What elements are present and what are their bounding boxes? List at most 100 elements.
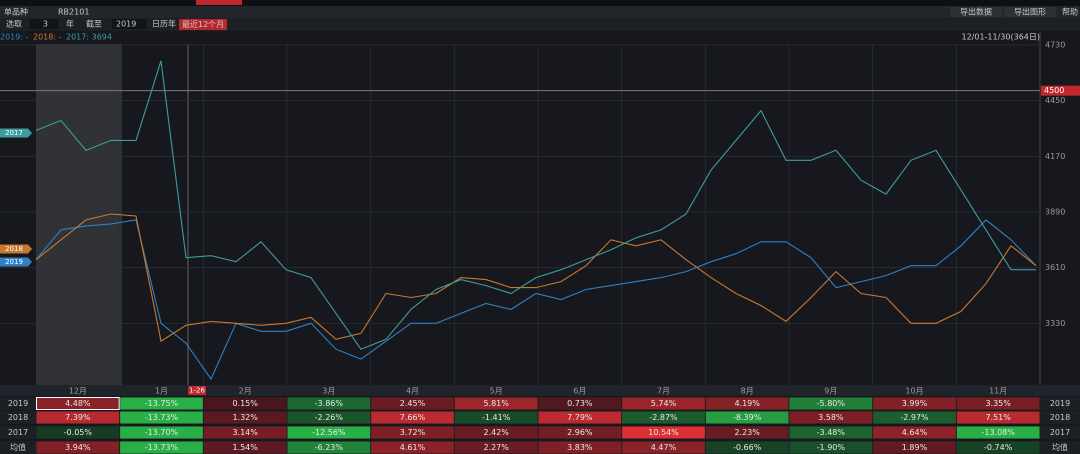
x-tick-label: 4月 — [406, 387, 419, 396]
cell-value: -5.80% — [817, 399, 846, 408]
cell-value: -13.75% — [145, 399, 179, 408]
table-cell — [789, 411, 873, 424]
button-bg[interactable] — [1004, 7, 1056, 17]
table-cell — [538, 397, 622, 410]
table-cell — [454, 441, 538, 454]
x-tick-label: 11月 — [989, 387, 1007, 396]
table-cell — [203, 441, 287, 454]
years-input[interactable] — [30, 19, 58, 29]
table-cell — [956, 411, 1040, 424]
until-input[interactable] — [112, 19, 146, 29]
button-bg[interactable] — [950, 7, 1002, 17]
table-cell — [120, 397, 203, 410]
cell-value: 5.81% — [483, 399, 509, 408]
crosshair-value: 4500 — [1044, 86, 1064, 95]
cell-value: 7.79% — [567, 413, 593, 422]
cell-value: 3.94% — [65, 443, 91, 452]
table-cell — [705, 411, 789, 424]
toolbar-row — [0, 6, 1080, 18]
table-cell — [873, 397, 956, 410]
table-cell — [538, 426, 622, 439]
cell-value: 7.39% — [65, 413, 91, 422]
tab-strip — [0, 0, 1080, 6]
y-tick-label: 4730 — [1045, 40, 1065, 49]
table-cell — [622, 426, 705, 439]
cell-value: -1.90% — [817, 443, 846, 452]
options-row — [0, 18, 1080, 31]
table-cell — [538, 441, 622, 454]
table-cell — [705, 441, 789, 454]
table-cell — [454, 411, 538, 424]
export-image-button[interactable]: 导出图形 — [1014, 7, 1046, 17]
cell-value: 2.45% — [400, 399, 426, 408]
table-cell — [789, 426, 873, 439]
cell-value: -0.66% — [733, 443, 762, 452]
cell-value: 3.99% — [902, 399, 928, 408]
crosshair-date-bg — [188, 386, 206, 395]
last-12-months-option[interactable]: 最近12个月 — [182, 19, 224, 29]
table-cell — [203, 411, 287, 424]
active-tab[interactable] — [196, 0, 242, 5]
table-cell — [789, 441, 873, 454]
table-cell — [622, 397, 705, 410]
table-cell — [371, 397, 454, 410]
help-button[interactable]: 帮助 — [1062, 7, 1078, 17]
years-value[interactable]: 3 — [43, 20, 48, 29]
cell-value: 1.32% — [232, 413, 258, 422]
calendar-year-option[interactable]: 日历年 — [152, 19, 176, 29]
until-label: 截至 — [86, 19, 102, 29]
cell-value: 4.64% — [902, 428, 928, 437]
table-cell — [371, 426, 454, 439]
x-tick-label: 9月 — [824, 387, 837, 396]
cell-value: 4.61% — [400, 443, 426, 452]
table-cell — [36, 441, 120, 454]
table-cell — [371, 441, 454, 454]
series-line — [35, 60, 1036, 350]
table-cell — [287, 411, 371, 424]
table-cell — [203, 426, 287, 439]
cell-value: -2.26% — [315, 413, 344, 422]
series-line — [35, 219, 1037, 381]
cell-value: 2.42% — [483, 428, 509, 437]
legend-entry: 2017: 3694 — [66, 33, 112, 42]
series-line — [35, 213, 1037, 343]
table-cell — [454, 397, 538, 410]
cell-value: 4.19% — [734, 399, 760, 408]
x-tick-label: 10月 — [905, 387, 923, 396]
option-active-bg[interactable] — [179, 19, 227, 30]
table-cell — [287, 397, 371, 410]
cell-value: 3.14% — [232, 428, 258, 437]
x-tick-label: 3月 — [322, 387, 335, 396]
cell-value: -2.87% — [649, 413, 678, 422]
table-cell — [120, 411, 203, 424]
code-field[interactable]: RB2101 — [58, 8, 89, 17]
export-data-button[interactable]: 导出数据 — [960, 7, 992, 17]
cell-value: 1.89% — [902, 443, 928, 452]
x-tick-label: 8月 — [741, 387, 754, 396]
table-cell — [36, 397, 120, 410]
cell-value: -1.41% — [482, 413, 511, 422]
cell-value: 7.51% — [985, 413, 1011, 422]
month-header-bg — [0, 385, 1080, 396]
x-tick-label: 12月 — [69, 387, 87, 396]
until-year[interactable]: 2019 — [116, 20, 136, 29]
cell-value: -13.08% — [981, 428, 1015, 437]
table-cell — [873, 426, 956, 439]
cell-value: -13.73% — [145, 413, 179, 422]
table-cell — [705, 426, 789, 439]
series-tag-label: 2018 — [5, 245, 23, 253]
table-cell — [287, 426, 371, 439]
select-label: 选取 — [6, 19, 22, 29]
cell-value: 3.35% — [985, 399, 1011, 408]
cell-value: 4.47% — [651, 443, 677, 452]
cell-value: -8.39% — [733, 413, 762, 422]
table-cell — [36, 411, 120, 424]
table-cell — [873, 441, 956, 454]
row-label-right: 2018 — [1050, 413, 1070, 422]
cell-value: -0.74% — [984, 443, 1013, 452]
table-cell — [956, 441, 1040, 454]
x-tick-label: 2月 — [239, 387, 252, 396]
row-label: 均值 — [10, 442, 26, 452]
cell-value: -2.97% — [900, 413, 929, 422]
